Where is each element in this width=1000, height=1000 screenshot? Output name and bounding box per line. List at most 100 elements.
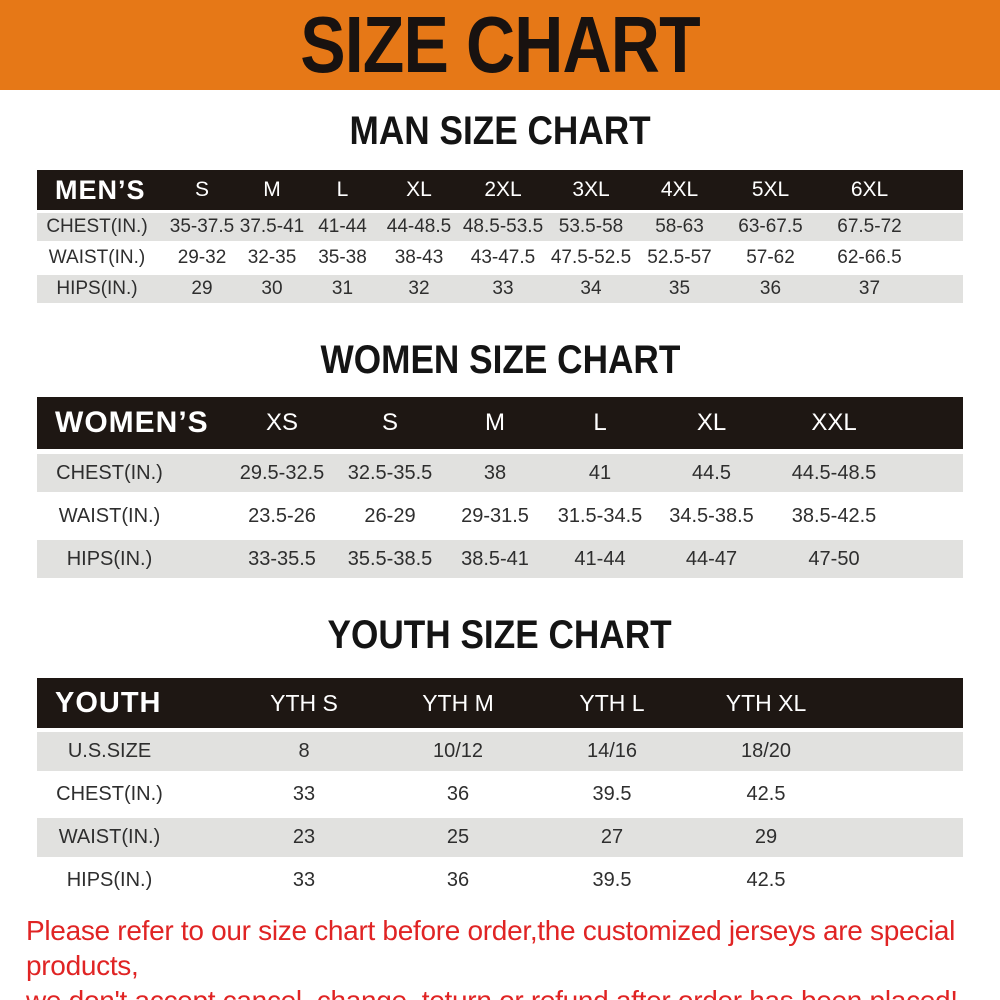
row-label: CHEST(IN.) [46,216,148,237]
row-label: WAIST(IN.) [48,247,146,268]
value-cell: 32-35 [247,247,297,268]
value-cell: 33 [492,278,514,299]
value-cell: 35.5-38.5 [347,547,433,570]
row-label: HIPS(IN.) [66,547,153,570]
value-cell: 10/12 [432,740,484,762]
value-cell: 35 [668,278,691,299]
value-cell: 8 [298,740,310,762]
value-cell: 35-38 [318,247,367,268]
value-cell: 41-44 [318,216,367,237]
value-cell: 42.5 [746,869,786,891]
size-header-cell: XL [406,178,432,201]
youth-section-heading-text: YOUTH SIZE CHART [327,613,673,657]
row-label: WAIST(IN.) [58,826,161,848]
value-cell: 37.5-41 [239,216,305,237]
value-cell: 30 [261,278,283,299]
value-cell: 36 [446,869,470,891]
value-cell: 41 [588,461,612,484]
value-cell: 36 [446,783,470,805]
value-cell: 38-43 [394,247,444,268]
value-cell: 63-67.5 [738,216,803,237]
size-header-cell: M [485,409,505,436]
banner: SIZE CHART [0,0,1000,90]
value-cell: 29-32 [177,247,227,268]
women-header-label: WOMEN’S [55,406,209,439]
women-waist-row: WAIST(IN.) 23.5-26 26-29 29-31.5 31.5-34… [37,497,963,535]
value-cell: 33-35.5 [248,547,316,570]
row-label: HIPS(IN.) [66,869,153,891]
value-cell: 41-44 [574,547,626,570]
value-cell: 44.5 [692,461,731,484]
size-header-cell: S [194,178,209,201]
row-label: CHEST(IN.) [56,783,163,805]
youth-size-table: YOUTH YTH S YTH M YTH L YTH XL U.S.SIZE … [37,678,963,900]
youth-table-header-row: YOUTH YTH S YTH M YTH L YTH XL [37,678,963,728]
size-header-cell: 3XL [572,178,610,201]
row-label: HIPS(IN.) [56,278,138,299]
row-label: WAIST(IN.) [58,504,161,527]
value-cell: 62-66.5 [837,247,902,268]
value-cell: 36 [759,278,782,299]
disclaimer-line-2: we don't accept cancel, change, teturn o… [26,983,1000,1000]
value-cell: 35-37.5 [169,216,235,237]
youth-ussize-row: U.S.SIZE 8 10/12 14/16 18/20 [37,732,963,771]
size-header-cell: YTH L [579,689,645,716]
disclaimer-line-1: Please refer to our size chart before or… [26,915,956,981]
value-cell: 42.5 [746,783,786,805]
value-cell: 29.5-32.5 [239,461,325,484]
men-section-heading: MAN SIZE CHART [0,110,1000,152]
value-cell: 29 [191,278,213,299]
youth-hips-row: HIPS(IN.) 33 36 39.5 42.5 [37,861,963,900]
men-waist-row: WAIST(IN.) 29-32 32-35 35-38 38-43 43-47… [37,244,963,272]
value-cell: 31.5-34.5 [557,504,643,527]
value-cell: 58-63 [655,216,704,237]
value-cell: 32.5-35.5 [347,461,433,484]
value-cell: 34 [580,278,602,299]
youth-waist-row: WAIST(IN.) 23 25 27 29 [37,818,963,857]
value-cell: 29 [754,826,778,848]
value-cell: 29-31.5 [461,504,529,527]
women-section-heading-text: WOMEN SIZE CHART [320,338,680,382]
size-header-cell: 6XL [850,178,889,201]
value-cell: 47-50 [808,547,860,570]
banner-title: SIZE CHART [300,0,700,89]
value-cell: 38.5-41 [461,547,529,570]
value-cell: 32 [408,278,430,299]
value-cell: 25 [446,826,470,848]
disclaimer: Please refer to our size chart before or… [0,913,1000,1000]
value-cell: 38 [483,461,507,484]
size-header-cell: YTH S [270,689,338,716]
youth-header-label: YOUTH [55,686,162,719]
value-cell: 39.5 [592,869,632,891]
size-header-cell: XXL [811,409,857,436]
value-cell: 43-47.5 [470,247,536,268]
youth-chest-row: CHEST(IN.) 33 36 39.5 42.5 [37,775,963,814]
value-cell: 26-29 [364,504,416,527]
row-label: U.S.SIZE [67,740,152,762]
row-label: CHEST(IN.) [56,461,163,484]
value-cell: 44.5-48.5 [791,461,877,484]
value-cell: 47.5-52.5 [550,247,632,268]
women-section-heading: WOMEN SIZE CHART [0,339,1000,381]
women-table-header-row: WOMEN’S XS S M L XL XXL [37,397,963,449]
value-cell: 33 [292,783,316,805]
size-header-cell: XL [696,409,727,436]
value-cell: 39.5 [592,783,632,805]
value-cell: 31 [331,278,354,299]
women-chest-row: CHEST(IN.) 29.5-32.5 32.5-35.5 38 41 44.… [37,454,963,492]
value-cell: 34.5-38.5 [669,504,754,527]
value-cell: 18/20 [740,740,792,762]
men-table-header-row: MEN’S S M L XL 2XL 3XL 4XL 5XL 6XL [37,170,963,210]
women-hips-row: HIPS(IN.) 33-35.5 35.5-38.5 38.5-41 41-4… [37,540,963,578]
value-cell: 53.5-58 [558,216,624,237]
value-cell: 48.5-53.5 [462,216,544,237]
value-cell: 14/16 [586,740,638,762]
men-hips-row: HIPS(IN.) 29 30 31 32 33 34 35 36 37 [37,275,963,303]
men-section-heading-text: MAN SIZE CHART [349,109,651,153]
size-header-cell: L [336,178,349,201]
value-cell: 23 [292,826,316,848]
size-header-cell: L [593,409,607,436]
value-cell: 67.5-72 [837,216,902,237]
size-header-cell: 5XL [751,178,790,201]
